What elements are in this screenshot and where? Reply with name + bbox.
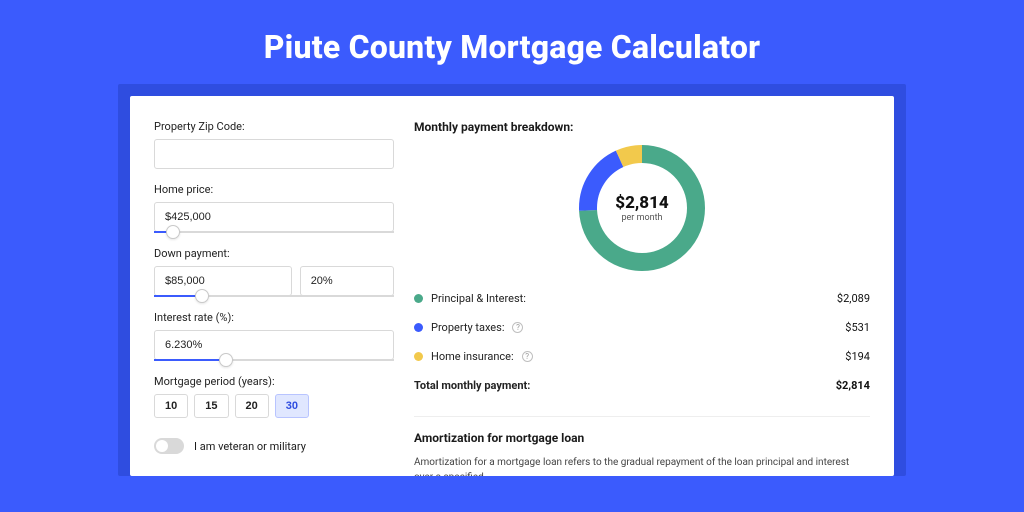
legend-row: Principal & Interest: $2,089	[414, 284, 870, 313]
legend-total-row: Total monthly payment: $2,814	[414, 371, 870, 400]
interest-rate-field: Interest rate (%):	[154, 311, 394, 361]
donut-center-sub: per month	[621, 213, 662, 223]
donut-center-value: $2,814	[615, 193, 668, 213]
legend-total-label: Total monthly payment:	[414, 379, 530, 392]
interest-rate-slider[interactable]	[154, 359, 394, 361]
mortgage-period-segmented: 1015 2030	[154, 394, 394, 418]
mortgage-period-label: Mortgage period (years):	[154, 375, 394, 388]
zip-input[interactable]	[154, 139, 394, 169]
legend-row: Property taxes:? $531	[414, 313, 870, 342]
interest-rate-input[interactable]	[154, 330, 394, 360]
info-icon[interactable]: ?	[512, 322, 523, 333]
legend-dot	[414, 323, 423, 332]
period-option-30[interactable]: 30	[275, 394, 309, 418]
down-payment-slider[interactable]	[154, 295, 394, 297]
legend-value: $194	[845, 350, 870, 363]
calculator-card: Property Zip Code: Home price: Down paym…	[130, 96, 894, 476]
legend-row: Home insurance:? $194	[414, 342, 870, 371]
veteran-label: I am veteran or military	[194, 440, 306, 453]
period-option-10[interactable]: 10	[154, 394, 188, 418]
home-price-slider[interactable]	[154, 231, 394, 233]
veteran-row: I am veteran or military	[154, 438, 394, 454]
payment-donut-chart: $2,814 per month	[578, 144, 706, 272]
period-option-15[interactable]: 15	[194, 394, 228, 418]
calculator-frame: Property Zip Code: Home price: Down paym…	[118, 84, 906, 476]
amortization-title: Amortization for mortgage loan	[414, 431, 870, 445]
zip-field: Property Zip Code:	[154, 120, 394, 169]
breakdown-column: Monthly payment breakdown: $2,814 per mo…	[414, 120, 870, 476]
zip-label: Property Zip Code:	[154, 120, 394, 133]
legend-dot	[414, 352, 423, 361]
home-price-input[interactable]	[154, 202, 394, 232]
down-payment-input[interactable]	[154, 266, 292, 296]
legend-total-value: $2,814	[836, 379, 870, 392]
legend-label: Home insurance:	[431, 350, 514, 363]
donut-wrap: $2,814 per month	[414, 144, 870, 272]
home-price-label: Home price:	[154, 183, 394, 196]
donut-center: $2,814 per month	[578, 144, 706, 272]
interest-rate-label: Interest rate (%):	[154, 311, 394, 324]
breakdown-title: Monthly payment breakdown:	[414, 120, 870, 134]
interest-rate-slider-thumb[interactable]	[219, 353, 233, 367]
legend-label: Property taxes:	[431, 321, 504, 334]
down-payment-label: Down payment:	[154, 247, 394, 260]
down-payment-slider-thumb[interactable]	[195, 289, 209, 303]
page-title: Piute County Mortgage Calculator	[0, 0, 1024, 84]
legend-label: Principal & Interest:	[431, 292, 526, 305]
down-payment-pct-input[interactable]	[300, 266, 394, 296]
veteran-toggle[interactable]	[154, 438, 184, 454]
interest-rate-slider-fill	[154, 359, 226, 361]
legend-value: $2,089	[837, 292, 870, 305]
home-price-field: Home price:	[154, 183, 394, 233]
home-price-slider-thumb[interactable]	[166, 225, 180, 239]
period-option-20[interactable]: 20	[235, 394, 269, 418]
down-payment-field: Down payment:	[154, 247, 394, 297]
legend: Principal & Interest: $2,089 Property taxe…	[414, 284, 870, 371]
mortgage-period-field: Mortgage period (years): 1015 2030	[154, 375, 394, 418]
info-icon[interactable]: ?	[522, 351, 533, 362]
amortization-body: Amortization for a mortgage loan refers …	[414, 455, 870, 476]
amortization-section: Amortization for mortgage loan Amortizat…	[414, 416, 870, 476]
inputs-column: Property Zip Code: Home price: Down paym…	[154, 120, 394, 476]
legend-dot	[414, 294, 423, 303]
legend-value: $531	[845, 321, 870, 334]
